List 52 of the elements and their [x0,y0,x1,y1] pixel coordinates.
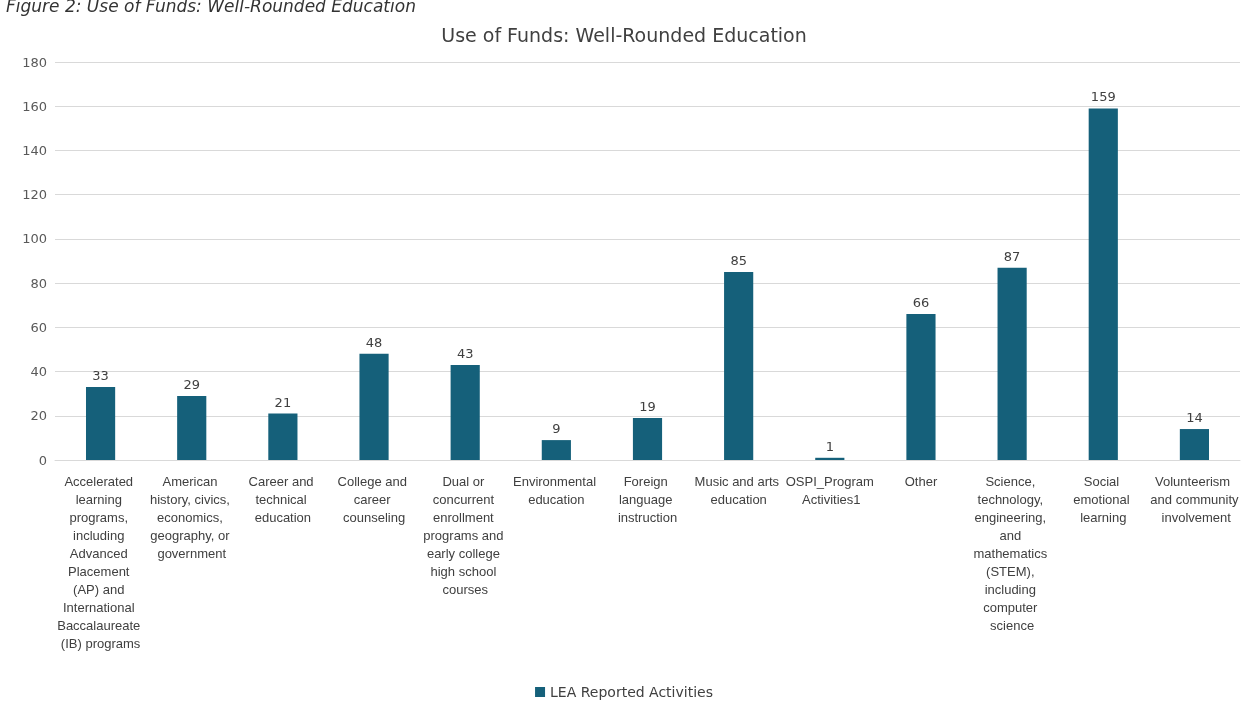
caption: Figure 2: Use of Funds: Well-Rounded Education [6,0,416,16]
x-tick-label: Environmental education [512,473,600,507]
x-tick-label: Volunteerism and community involvement [1150,473,1239,525]
data-label: 85 [730,253,747,269]
category-label: Accelerated learning programs, including Advanced Placement (AP) and International Baccalaureate (IB) programs [57,473,141,651]
bar [541,440,571,460]
data-label: 43 [456,345,474,361]
bar [1179,429,1210,460]
y-tick-label: 80 [30,275,47,291]
x-tick-label: Other [904,473,938,489]
data-label: 87 [1003,248,1021,264]
x-tick-label: American history, civics, economics, geography, or government [149,473,234,561]
x-tick-label: OSPI_Program Activities1 [785,473,874,507]
bar [268,413,298,460]
y-tick-label: 100 [22,231,47,247]
bar [632,417,663,460]
bar [815,457,845,460]
category-label: Science, technology, engineering, and mathematics (STEM), including computer science [973,473,1048,633]
chart-title: Use of Funds: Well-Rounded Education [441,23,807,46]
data-label: 33 [92,368,109,384]
x-tick-label: Career and technical education [248,473,318,525]
data-label: 1 [825,438,834,454]
y-tick-label: 60 [30,319,47,335]
y-tick-label: 20 [30,408,47,424]
bar [724,272,754,460]
data-label: 14 [1186,410,1203,426]
y-tick-label: 0 [38,452,47,468]
bar [906,314,936,460]
y-tick-label: 120 [22,187,47,203]
data-label: 19 [639,398,656,414]
x-tick-label: Foreign language instruction [617,473,678,525]
y-tick-label: 160 [22,98,47,114]
data-label: 66 [912,295,930,311]
y-tick-label: 40 [30,364,47,380]
x-tick-label: Music and arts education [694,473,783,507]
data-label: 9 [552,421,561,437]
legend-label: LEA Reported Activities [550,684,713,700]
data-label: 29 [183,376,200,392]
bar [177,395,207,460]
x-tick-label: Social emotional learning [1073,473,1134,525]
data-label: 21 [274,394,292,410]
bar [1088,108,1118,460]
x-tick-label: Dual or concurrent enrollment programs and early college high school courses [423,473,508,597]
bar [85,387,116,460]
data-label: 48 [365,334,383,350]
y-tick-label: 140 [22,142,47,158]
bar [450,364,480,460]
bar [997,267,1027,460]
x-tick-label: College and career counseling [337,473,411,525]
y-tick-label: 180 [22,54,47,70]
data-label: 159 [1090,89,1116,105]
bar [359,353,389,460]
